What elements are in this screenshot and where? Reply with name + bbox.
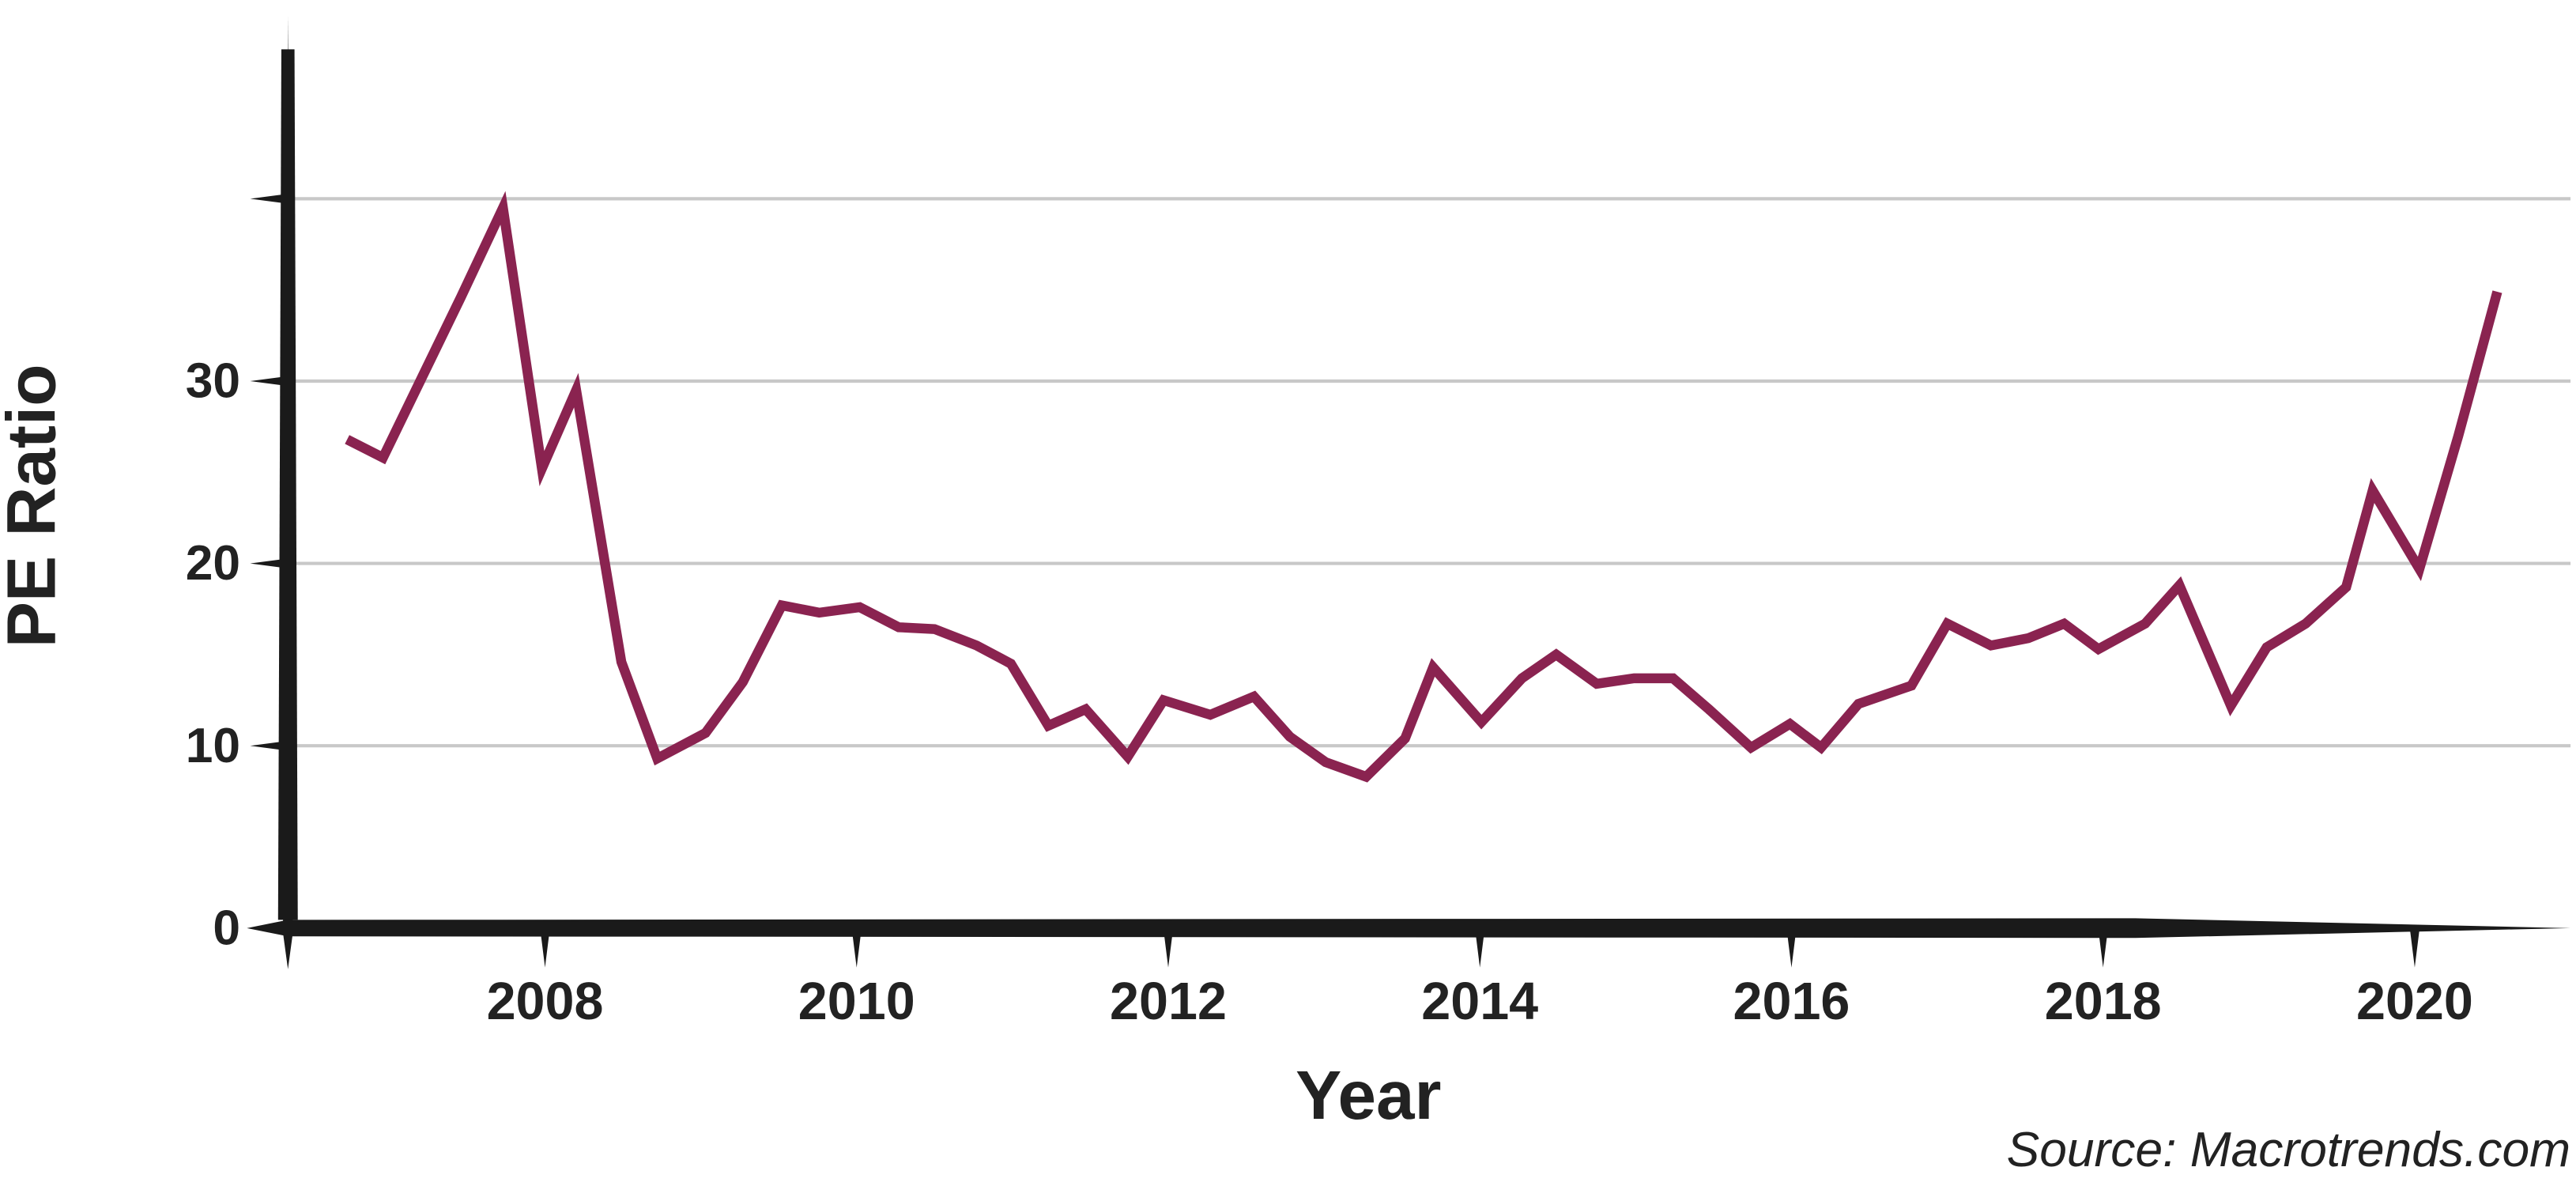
y-tick-mark — [250, 376, 289, 387]
x-axis-title: Year — [1296, 1057, 1441, 1134]
x-tick-label: 2020 — [2356, 973, 2473, 1031]
ticks: 0 10 20 30 2008 2010 2012 2014 2016 2018 2020 — [186, 194, 2473, 1031]
grid — [288, 197, 2571, 748]
x-tick-mark — [1475, 927, 1485, 968]
y-axis — [277, 49, 298, 920]
axis-foot — [283, 933, 293, 969]
x-tick-label: 2018 — [2045, 973, 2162, 1031]
x-tick-mark — [1163, 927, 1174, 968]
source-note: Source: Macrotrends.com — [2007, 1123, 2570, 1177]
x-tick-label: 2012 — [1110, 973, 1227, 1031]
pe-line — [345, 191, 2502, 783]
y-tick-mark — [250, 558, 289, 568]
y-tick-label: 30 — [186, 354, 240, 409]
y-axis-title: PE Ratio — [0, 364, 70, 648]
y-tick-mark — [250, 194, 289, 204]
x-tick-mark — [1786, 927, 1797, 968]
x-tick-label: 2008 — [487, 973, 604, 1031]
y-tick-mark — [250, 923, 289, 934]
y-tick-mark — [250, 740, 289, 751]
x-tick-label: 2010 — [798, 973, 915, 1031]
x-tick-mark — [851, 927, 862, 968]
y-tick-label: 0 — [213, 901, 240, 955]
y-tick-label: 10 — [186, 719, 240, 773]
x-tick-label: 2016 — [1733, 973, 1850, 1031]
x-tick-mark — [540, 927, 550, 968]
x-tick-mark — [2098, 927, 2108, 968]
x-tick-label: 2014 — [1421, 973, 1538, 1031]
y-tick-label: 20 — [186, 536, 240, 591]
x-axis — [247, 918, 2571, 939]
x-tick-mark — [2409, 927, 2420, 968]
